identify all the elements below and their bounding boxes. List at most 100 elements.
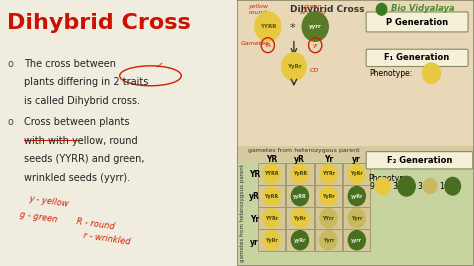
Circle shape: [263, 164, 280, 184]
Bar: [315, 185, 342, 207]
Text: yyRR: yyRR: [293, 194, 307, 198]
Circle shape: [445, 177, 461, 195]
Text: YYRR: YYRR: [264, 172, 279, 176]
Text: YYRr: YYRr: [322, 172, 335, 176]
Circle shape: [292, 231, 309, 250]
Circle shape: [348, 186, 365, 206]
Text: Gametes: Gametes: [240, 41, 269, 46]
Text: Bio Vidyalaya: Bio Vidyalaya: [391, 4, 455, 13]
FancyBboxPatch shape: [366, 49, 468, 66]
Bar: [258, 207, 285, 229]
Bar: [286, 163, 313, 185]
Text: Phenotype:: Phenotype:: [369, 174, 412, 183]
Bar: [315, 207, 342, 229]
Text: wrinkled seeds (yyrr).: wrinkled seeds (yyrr).: [24, 173, 130, 183]
Text: yr: yr: [250, 238, 259, 247]
Circle shape: [398, 176, 415, 196]
Circle shape: [263, 209, 280, 228]
Text: Yyrr: Yyrr: [323, 238, 334, 243]
Text: is called Dihybrid cross.: is called Dihybrid cross.: [24, 96, 140, 106]
Text: YYrr: YYrr: [322, 216, 334, 221]
Text: ✓: ✓: [154, 60, 164, 71]
Text: Yr: Yr: [324, 155, 333, 164]
Text: YyRR: YyRR: [264, 194, 279, 198]
Text: gametes from heterozygous parent: gametes from heterozygous parent: [247, 148, 359, 153]
Text: seeds (YYRR) and green,: seeds (YYRR) and green,: [24, 154, 144, 164]
Text: YyRr: YyRr: [287, 64, 301, 69]
Text: yr: yr: [352, 155, 361, 164]
Bar: [315, 163, 342, 185]
Circle shape: [320, 231, 337, 250]
Text: plants differing in 2 traits: plants differing in 2 traits: [24, 77, 148, 87]
Circle shape: [292, 209, 309, 228]
Bar: [258, 229, 285, 251]
Circle shape: [348, 209, 365, 228]
Text: Yr: Yr: [250, 215, 259, 224]
Circle shape: [302, 12, 328, 41]
Text: Yyrr: Yyrr: [351, 216, 363, 221]
Text: Dihybrid Cross: Dihybrid Cross: [290, 5, 365, 14]
Text: y - yellow: y - yellow: [28, 194, 69, 209]
Text: R - round: R - round: [76, 217, 115, 231]
Bar: [237, 146, 474, 162]
Circle shape: [263, 231, 280, 250]
Text: g - green: g - green: [19, 210, 58, 224]
Bar: [237, 0, 474, 146]
Text: yR: yR: [294, 155, 305, 164]
Text: YR: YR: [249, 170, 260, 179]
Text: yR: yR: [249, 192, 260, 201]
Text: yr: yr: [312, 43, 318, 48]
Bar: [343, 163, 371, 185]
Circle shape: [292, 186, 309, 206]
Text: YyRr: YyRr: [350, 172, 363, 176]
Text: with with yellow, round: with with yellow, round: [24, 136, 137, 146]
Text: F₁ Generation: F₁ Generation: [384, 53, 450, 63]
Text: Phenotype:: Phenotype:: [370, 69, 413, 78]
Text: r - wrinkled: r - wrinkled: [83, 231, 131, 247]
Text: YyRr: YyRr: [293, 216, 306, 221]
Circle shape: [255, 12, 281, 41]
Bar: [258, 163, 285, 185]
Bar: [237, 162, 474, 266]
Circle shape: [376, 3, 387, 15]
Text: 3 :: 3 :: [419, 182, 428, 191]
Circle shape: [263, 186, 280, 206]
Text: gametes from heterozygous parent: gametes from heterozygous parent: [240, 164, 246, 262]
Circle shape: [348, 164, 365, 184]
Circle shape: [320, 186, 337, 206]
Bar: [258, 185, 285, 207]
Circle shape: [422, 63, 440, 83]
Text: 3 :: 3 :: [393, 182, 403, 191]
Text: P Generation: P Generation: [386, 18, 448, 27]
Text: YyRr: YyRr: [265, 238, 278, 243]
Text: YyRR: YyRR: [293, 172, 307, 176]
FancyBboxPatch shape: [366, 12, 468, 32]
Circle shape: [320, 164, 337, 184]
Bar: [286, 229, 313, 251]
Circle shape: [282, 53, 306, 80]
Bar: [343, 207, 371, 229]
Text: Cross between plants: Cross between plants: [24, 117, 129, 127]
Bar: [343, 229, 371, 251]
Text: Dihybrid Cross: Dihybrid Cross: [7, 13, 191, 33]
Circle shape: [375, 178, 390, 195]
Bar: [343, 185, 371, 207]
Text: o: o: [7, 117, 13, 127]
Text: YyRr: YyRr: [322, 194, 335, 198]
Circle shape: [348, 231, 365, 250]
Text: YR: YR: [264, 43, 271, 48]
Text: yyrr: yyrr: [351, 238, 362, 243]
Text: o: o: [7, 59, 13, 69]
Text: The cross between: The cross between: [24, 59, 116, 69]
Text: yyRr: yyRr: [351, 194, 363, 198]
Text: 1: 1: [440, 182, 445, 191]
Bar: [286, 207, 313, 229]
Text: *: *: [290, 23, 295, 33]
Text: YR: YR: [266, 155, 277, 164]
Circle shape: [320, 209, 337, 228]
Text: 9 :: 9 :: [370, 182, 380, 191]
Circle shape: [424, 179, 437, 194]
Circle shape: [292, 164, 309, 184]
FancyBboxPatch shape: [366, 152, 473, 169]
Bar: [286, 185, 313, 207]
